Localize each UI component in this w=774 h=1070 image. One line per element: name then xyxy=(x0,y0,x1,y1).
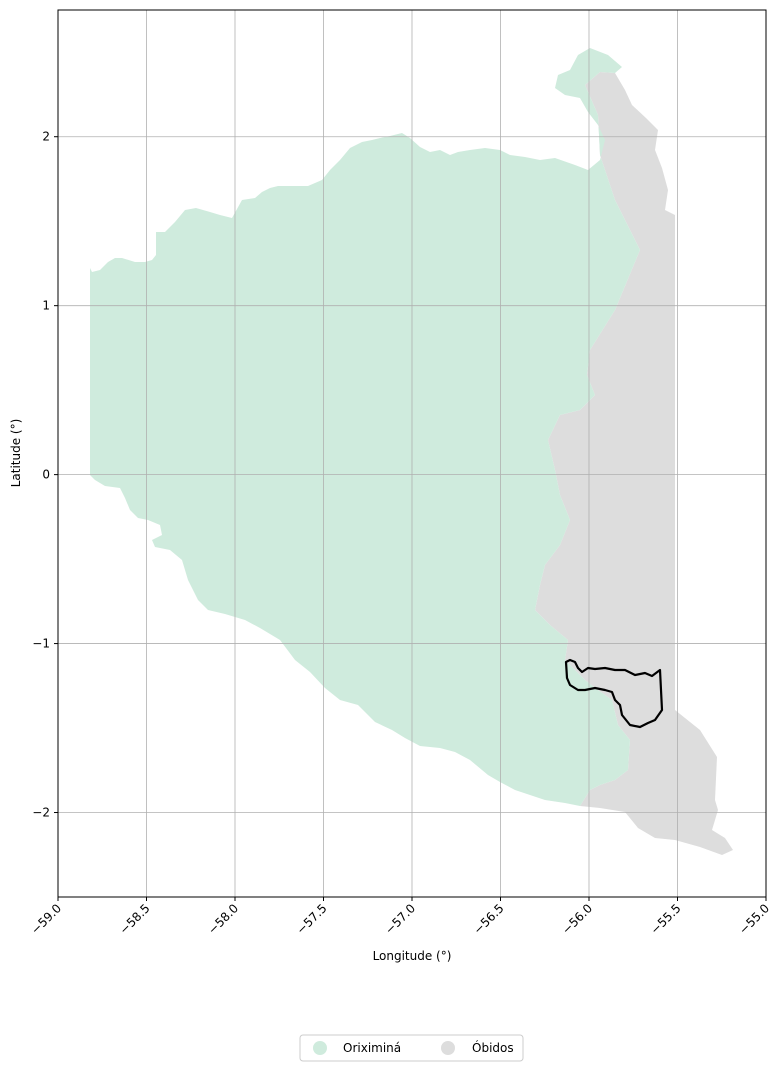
x-tick-label: −58.5 xyxy=(117,901,153,937)
x-tick-label: −57.0 xyxy=(382,901,418,937)
legend-label-obidos: Óbidos xyxy=(472,1040,514,1055)
legend-label-oriximina: Oriximiná xyxy=(343,1041,401,1055)
y-tick-label: 2 xyxy=(42,130,50,144)
x-tick-label: −55.5 xyxy=(648,901,684,937)
region-oriximina xyxy=(90,48,640,806)
x-tick-label: −57.5 xyxy=(294,901,330,937)
x-axis-label: Longitude (°) xyxy=(373,949,452,963)
regions xyxy=(90,48,733,855)
region-obidos xyxy=(535,72,733,855)
legend: Oriximiná Óbidos xyxy=(299,1034,524,1062)
legend-marker-obidos xyxy=(441,1041,455,1055)
y-axis-label: Latitude (°) xyxy=(9,419,23,488)
x-tick-label: −59.0 xyxy=(28,901,64,937)
legend-box xyxy=(299,1034,524,1062)
y-tick-label: 0 xyxy=(42,468,50,482)
x-axis-ticks: −59.0 −58.5 −58.0 −57.5 −57.0 −56.5 −56.0 −55.5… xyxy=(28,897,772,937)
y-tick-label: −2 xyxy=(32,806,50,820)
x-tick-label: −56.5 xyxy=(471,901,507,937)
legend-marker-oriximina xyxy=(313,1041,327,1055)
x-tick-label: −55.0 xyxy=(736,901,772,937)
x-tick-label: −56.0 xyxy=(559,901,595,937)
highlighted-area-outline xyxy=(564,658,664,729)
y-tick-label: −1 xyxy=(32,637,50,651)
x-tick-label: −58.0 xyxy=(205,901,241,937)
y-tick-label: 1 xyxy=(42,299,50,313)
y-axis-ticks: 2 1 0 −1 −2 xyxy=(32,130,58,820)
